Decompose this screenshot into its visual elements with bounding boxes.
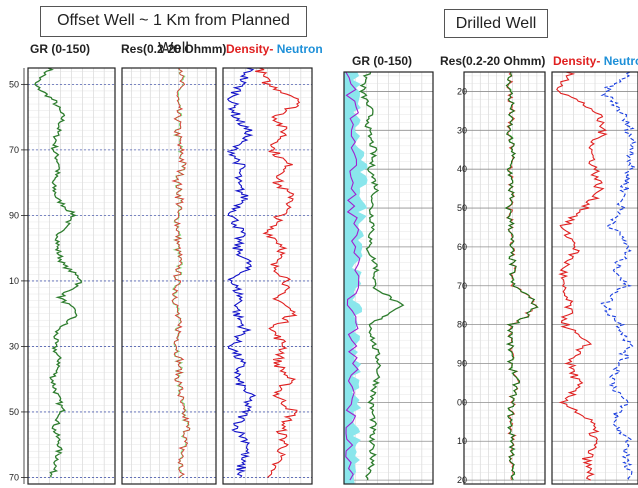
track-frame-2 <box>222 67 313 485</box>
y-tick-label: 60 <box>457 242 467 252</box>
panel-offset-well: 50 70 90 10 30 50 70 <box>9 67 313 485</box>
offset-density-neutron-header: Density- Neutron <box>226 42 323 56</box>
y-tick-label: 90 <box>9 210 19 220</box>
y-tick-label: 50 <box>9 79 19 89</box>
drilled-density-neutron-header: Density- Neutron <box>553 54 638 68</box>
y-tick-label: 40 <box>457 164 467 174</box>
drilled-res-header: Res(0.2-20 Ohmm) <box>440 54 546 68</box>
gr-cyan-fill <box>344 72 368 484</box>
curve-res <box>171 67 191 478</box>
y-tick-label: 50 <box>457 203 467 213</box>
track-frame-0 <box>27 67 116 485</box>
track-0-grid <box>28 68 115 485</box>
y-tick-label: 70 <box>9 472 19 482</box>
offset-res-header: Res(0.2-20 Ohmm) <box>121 42 227 56</box>
y-tick-label: 80 <box>457 320 467 330</box>
curve-neutron <box>226 67 257 478</box>
offset-well-title-box: Offset Well ~ 1 Km from Planned Well <box>40 6 307 57</box>
y-tick-label: 10 <box>9 276 19 286</box>
panel-drilled-well: 20 30 40 50 60 70 80 90 00 10 20 <box>343 71 638 485</box>
y-tick-label: 70 <box>457 281 467 291</box>
offset-neutron-label: Neutron <box>276 42 323 56</box>
curve-res-shallow <box>504 71 539 481</box>
offset-well-title: Offset Well ~ 1 Km from Planned Well <box>57 12 290 57</box>
curve-gr <box>358 71 405 481</box>
curve-density <box>556 71 608 481</box>
y-tick-label: 20 <box>457 475 467 485</box>
drilled-well-title-box: Drilled Well <box>444 9 548 38</box>
track-1-grid <box>122 68 216 485</box>
drilled-density-label: Density <box>553 54 597 68</box>
drilled-header-separator: - <box>596 54 604 68</box>
curve-gr <box>34 67 82 478</box>
curve-caliper <box>345 71 361 481</box>
drilled-neutron-label: Neutron <box>603 54 638 68</box>
curve-res-deep <box>171 67 191 478</box>
drilled-gr-header: GR (0-150) <box>352 54 413 68</box>
track-frame-2 <box>551 71 638 485</box>
track-frame-1 <box>121 67 217 485</box>
offset-gr-header: GR (0-150) <box>30 42 91 56</box>
track-2-grid <box>552 72 638 484</box>
track-frame-0 <box>343 71 434 485</box>
offset-density-label: Density <box>226 42 270 56</box>
offset-header-separator: - <box>269 42 277 56</box>
curve-density <box>255 67 301 478</box>
y-tick-label: 00 <box>457 397 467 407</box>
y-tick-label: 30 <box>9 341 19 351</box>
drilled-well-title: Drilled Well <box>455 15 537 32</box>
track-2-grid <box>223 68 312 485</box>
y-tick-label: 70 <box>9 145 19 155</box>
y-tick-label: 90 <box>457 359 467 369</box>
y-tick-label: 50 <box>9 407 19 417</box>
track-frame-1 <box>463 71 546 485</box>
curve-neutron <box>600 71 637 481</box>
y-tick-label: 20 <box>457 86 467 96</box>
y-tick-label: 30 <box>457 125 467 135</box>
track-1-grid <box>464 72 545 484</box>
y-tick-label: 10 <box>457 436 467 446</box>
